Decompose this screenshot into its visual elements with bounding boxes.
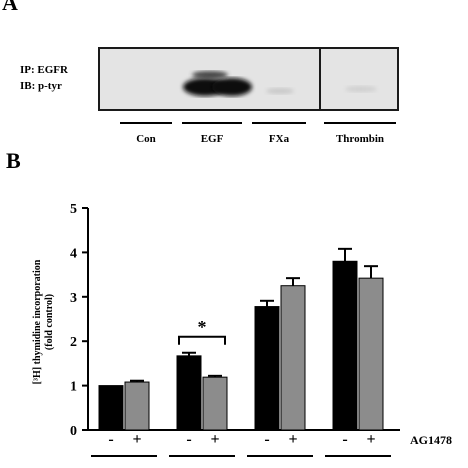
bar [280, 285, 306, 431]
lane-line-fxa [252, 122, 306, 124]
treatment-sign: - [342, 431, 347, 448]
bar [358, 277, 384, 431]
lane-label-thrombin: Thrombin [335, 133, 385, 145]
bar [176, 355, 202, 431]
treatment-signs: - + - + - + - + [108, 431, 375, 448]
thrombin-bands [345, 86, 377, 92]
treatment-sign: + [132, 431, 141, 448]
bar [202, 376, 228, 431]
y-axis-label-line-2: (fold control) [44, 294, 55, 350]
panel-b-letter: B [6, 148, 21, 173]
blot-image-thrombin [319, 47, 399, 111]
bar [98, 385, 124, 431]
y-tick-label: 2 [70, 335, 77, 350]
lane-line-egf [182, 122, 242, 124]
lane-line-con [120, 122, 172, 124]
treatment-sign: + [366, 431, 375, 448]
y-axis: 0 1 2 3 4 5 [70, 202, 89, 439]
lane-line-thrombin [324, 122, 396, 124]
panel-a-letter: A [2, 0, 18, 15]
treatment-sign: + [288, 431, 297, 448]
bar-series [98, 247, 384, 431]
egf-band-upper [192, 71, 228, 79]
treatment-sign: + [210, 431, 219, 448]
bar [332, 260, 358, 431]
treatment-sign: - [264, 431, 269, 448]
treatment-label: AG1478 [410, 433, 452, 447]
significance-bracket: * [178, 317, 226, 345]
bar [124, 381, 150, 431]
y-tick-label: 5 [70, 202, 77, 217]
y-axis-label-line-1: [³H] thymidine incorporation [32, 259, 43, 384]
treatment-sign: - [186, 431, 191, 448]
y-tick-label: 1 [70, 380, 77, 395]
significance-star: * [198, 317, 207, 337]
y-tick-label: 3 [70, 291, 77, 306]
thrombin-band [345, 86, 377, 92]
fxa-band [266, 88, 294, 94]
lane-label-con: Con [136, 133, 156, 145]
y-tick-label: 0 [70, 424, 77, 439]
y-tick-label: 4 [70, 246, 77, 261]
lane-label-egf: EGF [200, 133, 224, 145]
blot-label-ip: IP: EGFR [20, 64, 68, 76]
blot-image-main [98, 47, 321, 111]
blot-label-ib: IB: p-tyr [20, 80, 62, 92]
blot-bands [183, 71, 294, 96]
egf-band-2 [212, 78, 252, 96]
significance-bracket-line [178, 335, 226, 345]
bar [254, 306, 280, 431]
lane-label-fxa: FXa [268, 133, 290, 145]
bar-chart: [³H] thymidine incorporation (fold contr… [32, 202, 452, 457]
treatment-sign: - [108, 431, 113, 448]
